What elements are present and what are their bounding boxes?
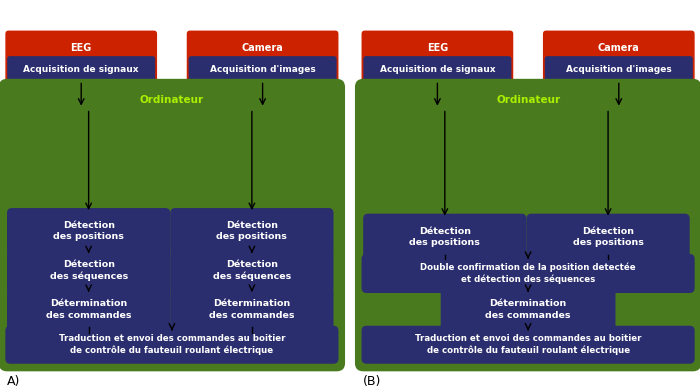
FancyBboxPatch shape	[355, 79, 700, 371]
Text: Double confirmation de la position detectée
et détection des séquences: Double confirmation de la position detec…	[420, 263, 636, 284]
Text: EEG: EEG	[71, 43, 92, 53]
Text: Détermination
des commandes: Détermination des commandes	[485, 299, 570, 320]
Text: Détection
des positions: Détection des positions	[53, 221, 124, 241]
Text: Acquisition d'images: Acquisition d'images	[210, 64, 316, 74]
Text: Acquisition de signaux: Acquisition de signaux	[24, 64, 139, 74]
Text: Acquisition de signaux: Acquisition de signaux	[379, 64, 495, 74]
FancyBboxPatch shape	[543, 31, 694, 84]
FancyBboxPatch shape	[6, 326, 339, 364]
Text: Détection
des positions: Détection des positions	[573, 227, 643, 247]
FancyBboxPatch shape	[170, 287, 333, 332]
FancyBboxPatch shape	[361, 254, 694, 293]
FancyBboxPatch shape	[7, 208, 170, 254]
Text: A): A)	[7, 375, 20, 388]
FancyBboxPatch shape	[363, 214, 526, 260]
Text: Ordinateur: Ordinateur	[496, 95, 560, 105]
FancyBboxPatch shape	[7, 248, 170, 293]
Text: Détection
des positions: Détection des positions	[216, 221, 287, 241]
Text: Détection
des positions: Détection des positions	[410, 227, 480, 247]
Text: Ordinateur: Ordinateur	[140, 95, 204, 105]
FancyBboxPatch shape	[7, 287, 170, 332]
FancyBboxPatch shape	[441, 287, 615, 332]
FancyBboxPatch shape	[545, 56, 693, 82]
Text: Détermination
des commandes: Détermination des commandes	[46, 299, 132, 320]
Text: Détermination
des commandes: Détermination des commandes	[209, 299, 295, 320]
FancyBboxPatch shape	[363, 56, 512, 82]
Text: Camera: Camera	[241, 43, 284, 53]
Text: (B): (B)	[363, 375, 382, 388]
FancyBboxPatch shape	[361, 326, 694, 364]
Text: Traduction et envoi des commandes au boitier
de contrôle du fauteuil roulant éle: Traduction et envoi des commandes au boi…	[415, 334, 641, 355]
FancyBboxPatch shape	[170, 248, 333, 293]
FancyBboxPatch shape	[361, 31, 513, 84]
Text: Détection
des séquences: Détection des séquences	[50, 260, 128, 281]
FancyBboxPatch shape	[0, 79, 345, 371]
FancyBboxPatch shape	[6, 31, 157, 84]
FancyBboxPatch shape	[187, 31, 339, 84]
FancyBboxPatch shape	[526, 214, 690, 260]
Text: Camera: Camera	[598, 43, 640, 53]
FancyBboxPatch shape	[7, 56, 155, 82]
FancyBboxPatch shape	[188, 56, 337, 82]
FancyBboxPatch shape	[170, 208, 333, 254]
Text: Traduction et envoi des commandes au boitier
de contrôle du fauteuil roulant éle: Traduction et envoi des commandes au boi…	[59, 334, 285, 355]
Text: EEG: EEG	[427, 43, 448, 53]
Text: Acquisition d'images: Acquisition d'images	[566, 64, 672, 74]
Text: Détection
des séquences: Détection des séquences	[213, 260, 291, 281]
